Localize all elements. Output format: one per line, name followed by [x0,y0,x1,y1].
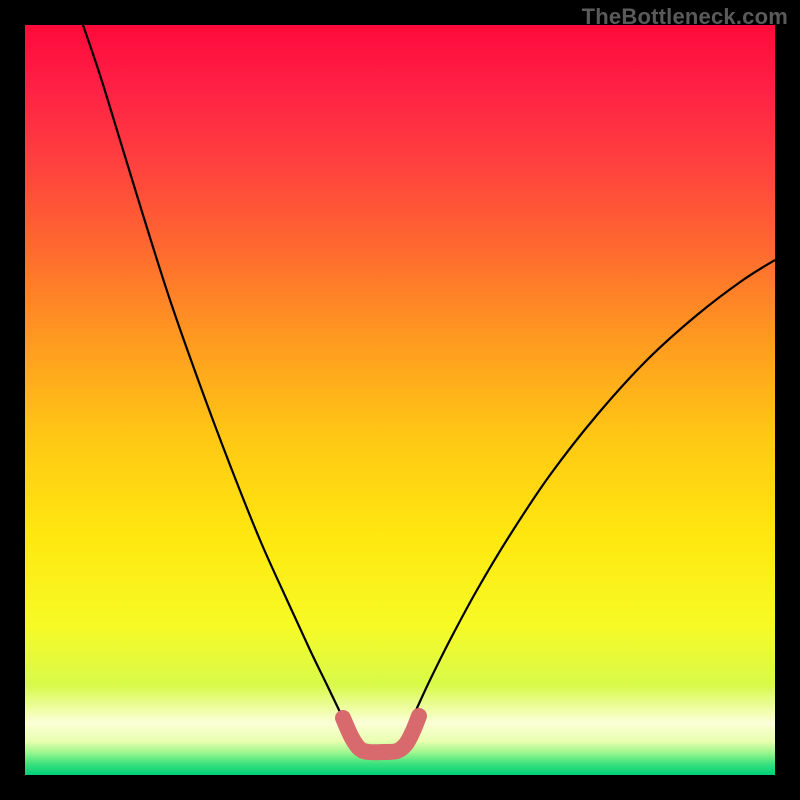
plot-svg [25,25,775,775]
outer-frame: TheBottleneck.com [0,0,800,800]
gradient-background [25,25,775,775]
